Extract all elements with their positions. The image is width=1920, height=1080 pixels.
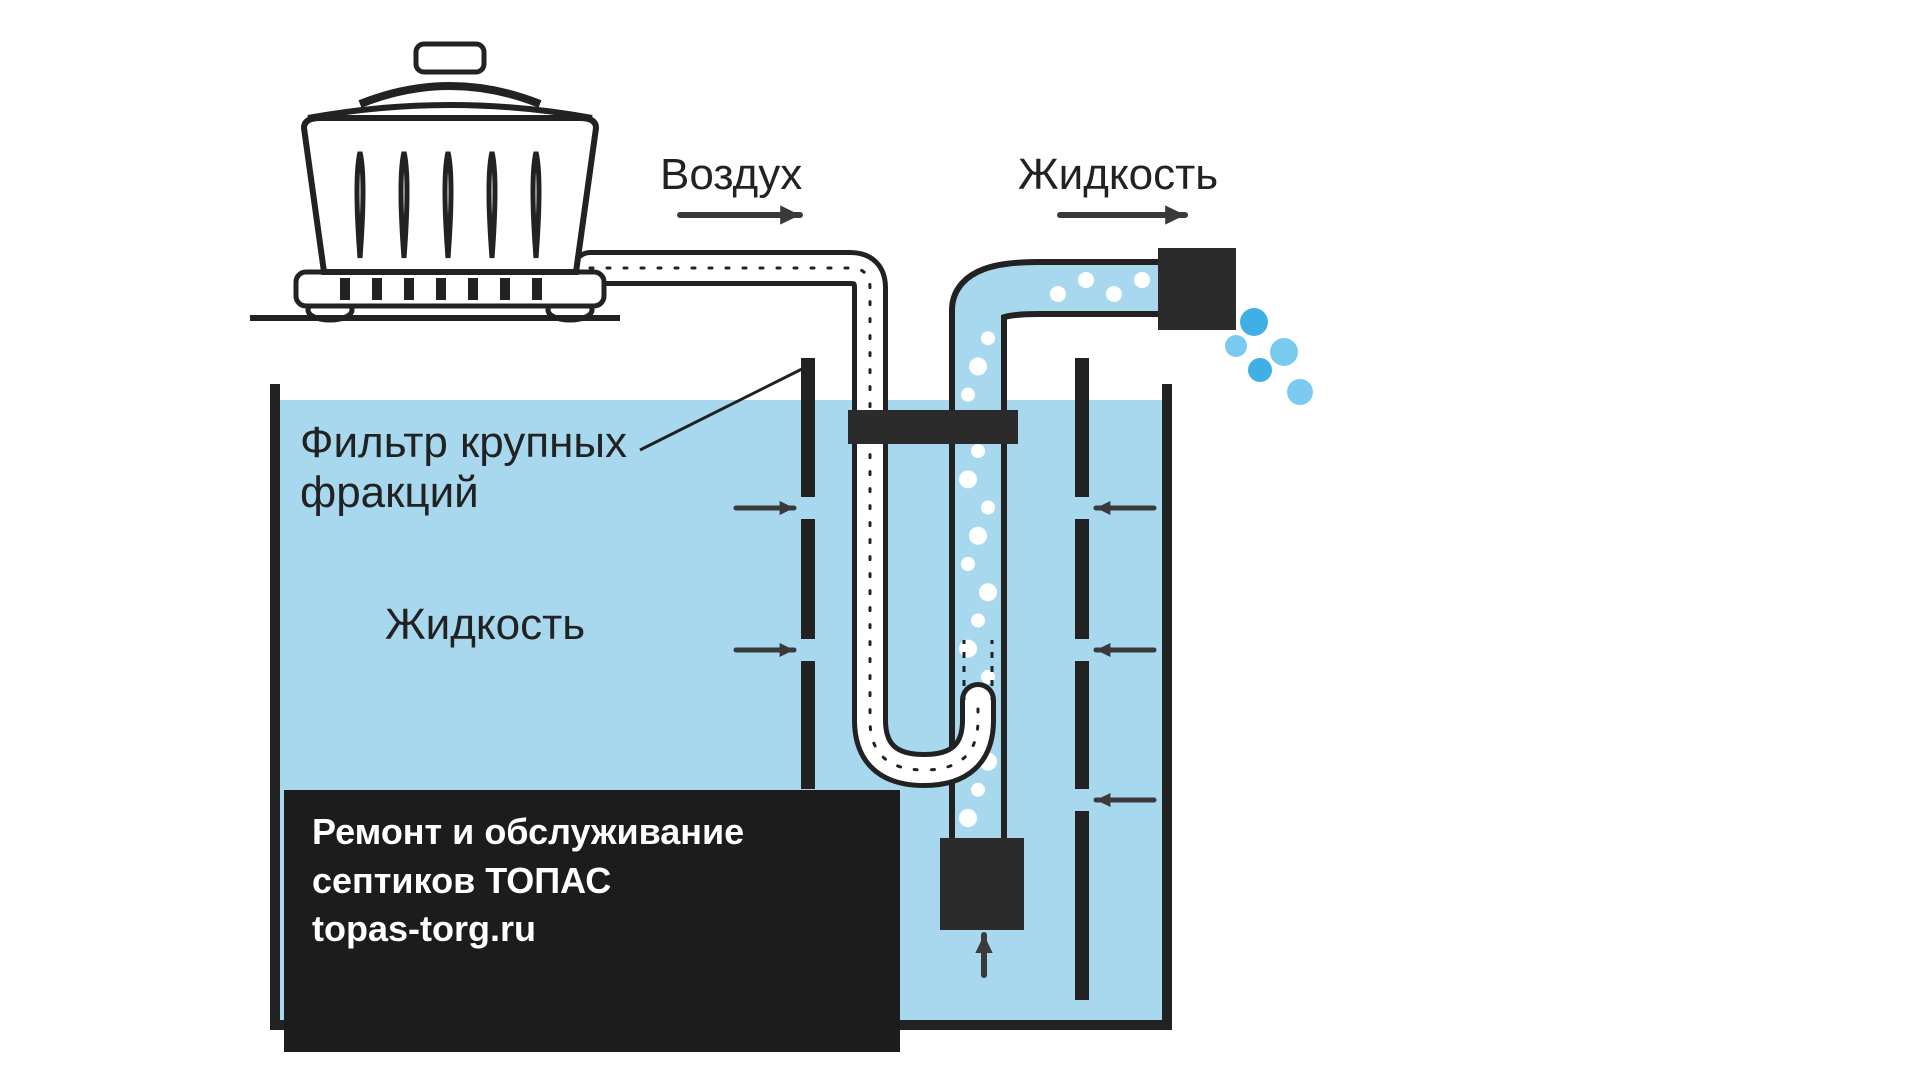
air-compressor xyxy=(250,44,620,320)
water-drop-icon xyxy=(1225,335,1247,357)
bubble-icon xyxy=(971,783,985,797)
label-filter: Фильтр крупных фракций xyxy=(300,418,627,518)
outlet-nozzle xyxy=(1158,248,1236,330)
bubble-icon xyxy=(981,501,995,515)
bubble-icon xyxy=(961,388,975,402)
label-liquid-output: Жидкость xyxy=(1018,150,1218,200)
bubble-icon xyxy=(969,357,987,375)
caption-line: септиков ТОПАС xyxy=(312,857,872,906)
intake-block xyxy=(940,838,1024,930)
label-air: Воздух xyxy=(660,150,802,200)
bubble-icon xyxy=(979,583,997,601)
label-liquid-tank: Жидкость xyxy=(385,600,585,650)
caption-line: topas-torg.ru xyxy=(312,905,872,954)
bubble-icon xyxy=(971,444,985,458)
water-drop-icon xyxy=(1287,379,1313,405)
water-drop-icon xyxy=(1240,308,1268,336)
bubble-icon xyxy=(959,470,977,488)
pipe-bracket xyxy=(848,410,1018,444)
bubble-icon xyxy=(981,331,995,345)
caption-box: Ремонт и обслуживаниесептиков ТОПАСtopas… xyxy=(284,790,900,1052)
bubble-icon xyxy=(969,527,987,545)
bubble-icon xyxy=(961,557,975,571)
liquid-direction-arrow-icon xyxy=(1060,205,1185,224)
bubble-icon xyxy=(959,809,977,827)
water-drop-icon xyxy=(1248,358,1272,382)
bubble-icon xyxy=(959,640,977,658)
water-drop-icon xyxy=(1270,338,1298,366)
caption-line: Ремонт и обслуживание xyxy=(312,808,872,857)
bubble-icon xyxy=(971,613,985,627)
air-direction-arrow-icon xyxy=(680,205,800,224)
